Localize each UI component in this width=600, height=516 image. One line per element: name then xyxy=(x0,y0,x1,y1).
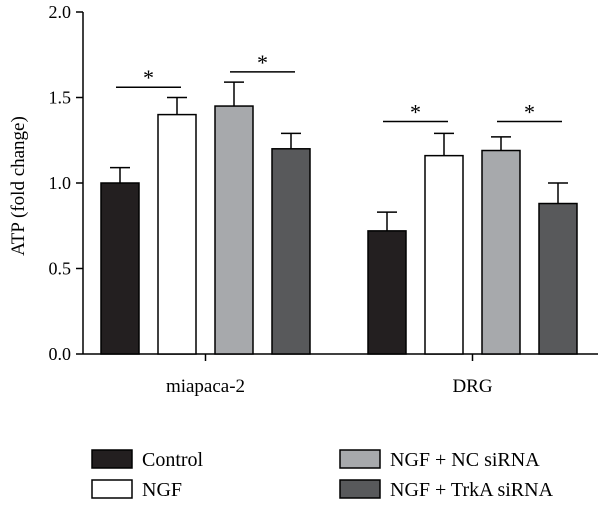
legend-swatch xyxy=(91,479,133,499)
bar xyxy=(214,105,254,355)
legend-swatch xyxy=(339,449,381,469)
legend-label: NGF + NC siRNA xyxy=(390,449,540,471)
y-tick-label: 2.0 xyxy=(49,2,72,22)
y-tick-label: 1.5 xyxy=(49,88,72,108)
y-tick-label: 1.0 xyxy=(49,173,72,193)
legend-label: Control xyxy=(142,449,204,471)
bar xyxy=(481,149,521,355)
legend-label: NGF xyxy=(142,479,182,501)
bar xyxy=(424,154,464,355)
error-bars xyxy=(110,81,568,231)
bar xyxy=(538,202,578,355)
bar xyxy=(100,182,140,355)
y-axis-title: ATP (fold change) xyxy=(8,116,29,256)
legend-swatch xyxy=(91,449,133,469)
bars xyxy=(100,105,578,355)
significance-markers: * * * * xyxy=(116,50,562,124)
significance-star: * xyxy=(143,65,154,90)
bar xyxy=(271,148,311,355)
legend: Control NGF NGF + NC siRNA NGF + TrkA siRNA xyxy=(91,449,554,501)
significance-star: * xyxy=(524,99,535,124)
bar xyxy=(157,113,197,355)
y-tick-label: 0.5 xyxy=(49,259,72,279)
significance-star: * xyxy=(257,50,268,75)
category-label: miapaca-2 xyxy=(166,376,245,397)
y-tick-label: 0.0 xyxy=(49,344,72,364)
significance-star: * xyxy=(410,99,421,124)
category-labels: miapaca-2 DRG xyxy=(166,376,493,397)
category-label: DRG xyxy=(452,376,492,397)
legend-label: NGF + TrkA siRNA xyxy=(390,479,554,501)
legend-swatch xyxy=(339,479,381,499)
bar xyxy=(367,230,407,355)
